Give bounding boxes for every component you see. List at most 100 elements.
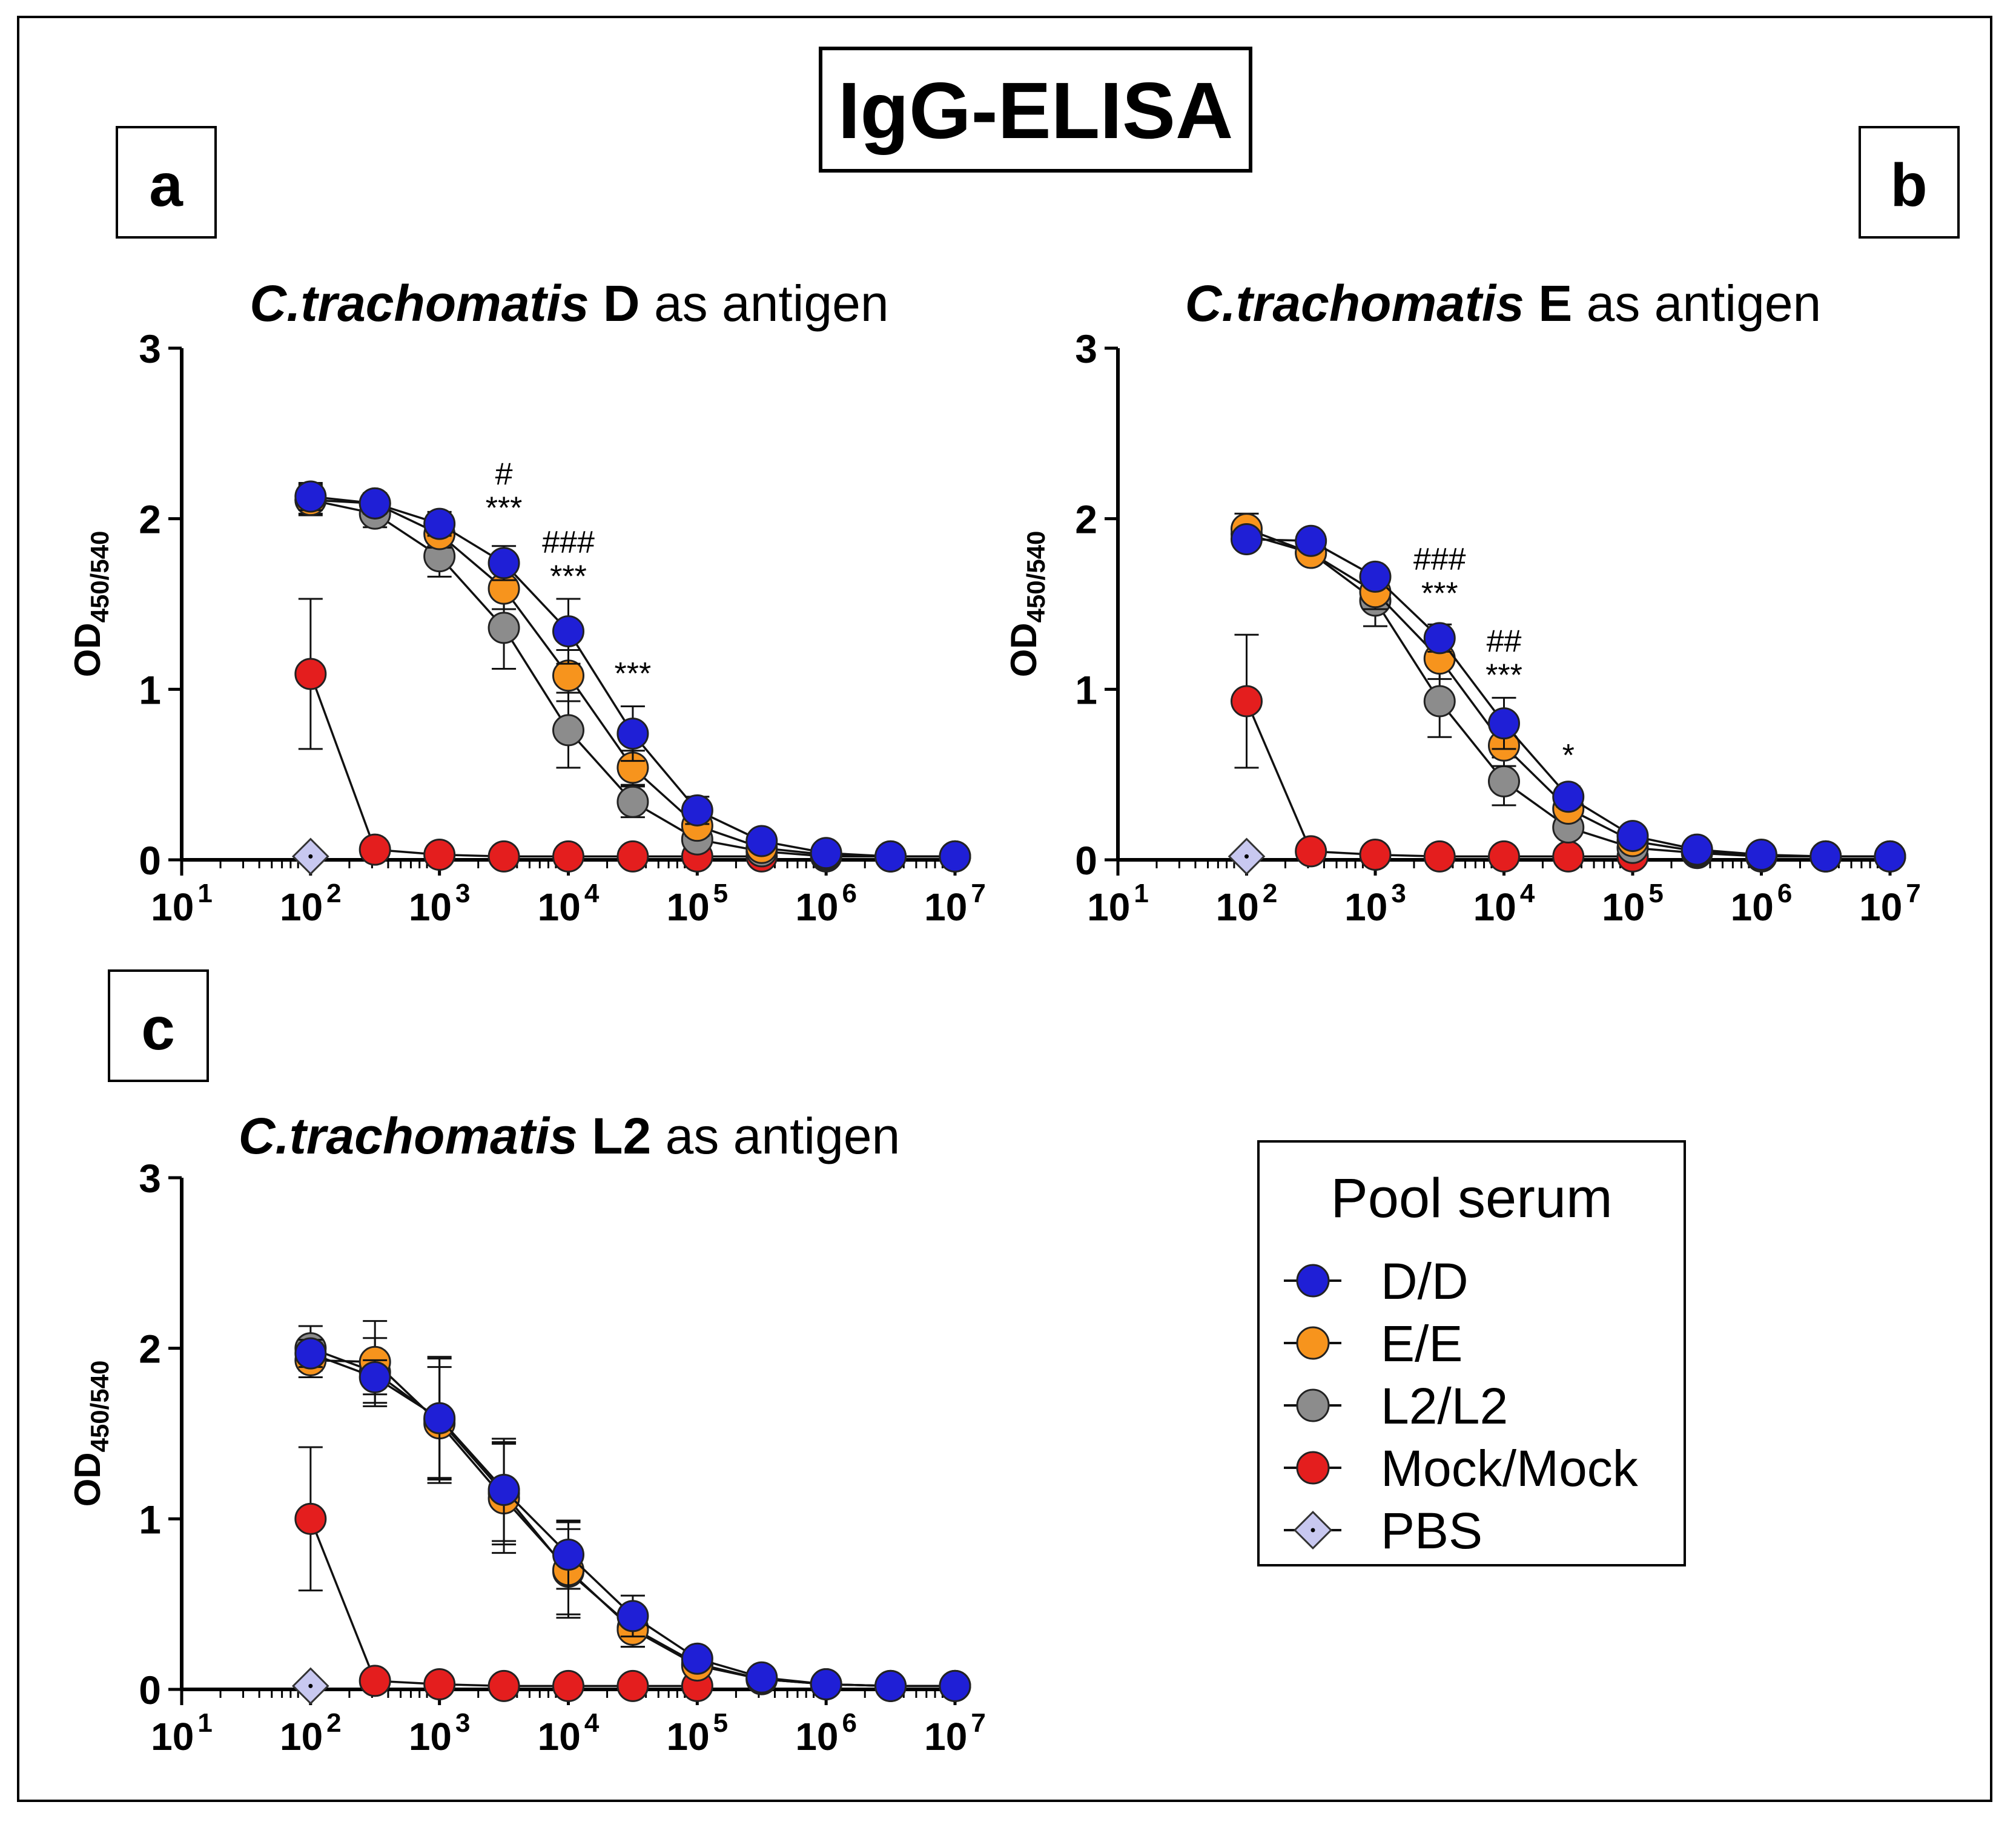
legend-entry-e-e: E/E xyxy=(1284,1315,1462,1372)
panel-c-series-mock-mock-point xyxy=(359,1665,391,1697)
legend-entry-label: E/E xyxy=(1381,1315,1462,1372)
panel-label-a: a xyxy=(116,126,217,239)
panel-c-y-tick-label: 3 xyxy=(139,1156,161,1201)
panel-b-series-mock-mock-point xyxy=(1552,840,1585,873)
legend-title: Pool serum xyxy=(1330,1167,1612,1229)
legend-box xyxy=(1257,1140,1686,1566)
panel-c-series-d-d-point xyxy=(939,1669,971,1702)
panel-b-series-l2-l2-point xyxy=(1488,765,1520,797)
panel-b-y-tick-label: 0 xyxy=(1075,838,1097,883)
panel-c-x-tick-label: 10 1 xyxy=(151,1708,213,1758)
panel-a-series-d-d-point xyxy=(616,718,649,750)
panel-b-x-tick-label: 10 1 xyxy=(1087,879,1149,929)
panel-a-x-tick-label: 10 4 xyxy=(538,879,600,929)
panel-c-series-d-d-point xyxy=(616,1600,649,1632)
panel-b-y-tick-label: 3 xyxy=(1075,326,1097,371)
panel-a-series-d-d-point xyxy=(745,825,778,857)
panel-b-significance-mark: * xyxy=(1562,738,1575,773)
panel-b-significance-mark: *** xyxy=(1421,576,1458,612)
panel-b-series-e-e xyxy=(1231,512,1906,873)
panel-c-series-mock-mock-point xyxy=(423,1668,456,1701)
panel-c-series-d-d-point xyxy=(294,1337,327,1370)
panel-label-c: c xyxy=(108,969,209,1082)
panel-c-y-tick-label: 1 xyxy=(139,1497,161,1542)
panel-b-series-d-d-point xyxy=(1681,833,1713,866)
panel-a-series-d-d-point xyxy=(294,480,327,513)
panel-b-significance-mark: *** xyxy=(1486,658,1522,693)
panel-c-y-tick-label: 2 xyxy=(139,1327,161,1371)
panel-c-series-pbs xyxy=(291,1667,329,1705)
panel-b-series-d-d-point xyxy=(1874,840,1906,873)
panel-c-series-d-d-point xyxy=(552,1538,584,1571)
panel-b-x-tick-label: 10 6 xyxy=(1731,879,1793,929)
panel-a-series-mock-mock-point xyxy=(616,840,649,873)
figure-title-text: IgG-ELISA xyxy=(838,66,1234,155)
panel-a-series-pbs-point-dot xyxy=(308,854,313,859)
panel-c-series-d-d-point xyxy=(810,1668,842,1701)
panel-b-series-mock-mock-point xyxy=(1488,840,1520,873)
panel-a-series-d-d-point xyxy=(423,507,456,540)
panel-c-x-tick-label: 10 4 xyxy=(538,1708,600,1758)
panel-c-series-d-d-point xyxy=(874,1669,907,1702)
panel-c-x-tick-label: 10 2 xyxy=(280,1708,342,1758)
panel-b-y-tick-label: 2 xyxy=(1075,497,1097,542)
panel-c-series-d-d-point xyxy=(359,1361,391,1394)
panel-title-c: C.trachomatis L2 as antigen xyxy=(239,1107,901,1164)
panel-c-y-label: OD450/540 xyxy=(67,1361,114,1507)
panel-label-b: b xyxy=(1859,126,1960,239)
panel-b-series-mock-mock-point xyxy=(1295,835,1327,868)
panel-title-b: C.trachomatis E as antigen xyxy=(1185,275,1822,332)
panel-a-significance-mark: *** xyxy=(550,559,587,594)
panel-a-series-d-d xyxy=(294,480,971,873)
panel-b-series-d-d-point xyxy=(1745,839,1777,871)
panel-a-y-label: OD450/540 xyxy=(67,531,114,678)
panel-a-x-tick-label: 10 1 xyxy=(151,879,213,929)
legend-entry-d-d: D/D xyxy=(1284,1253,1469,1310)
panel-a-y-tick-label: 0 xyxy=(139,838,161,883)
panel-a-series-mock-mock-point xyxy=(487,840,520,873)
panel-c-series-pbs-point-dot xyxy=(308,1683,313,1688)
panel-b-series-d-d-point xyxy=(1552,781,1585,813)
panel-a-series-l2-l2-point xyxy=(487,612,520,644)
panel-a-series-l2-l2-point xyxy=(616,785,649,818)
panel-b-x-tick-label: 10 4 xyxy=(1473,879,1535,929)
panel-b-x-tick-label: 10 7 xyxy=(1859,879,1921,929)
panel-a-x-tick-label: 10 3 xyxy=(409,879,471,929)
legend-entry-marker xyxy=(1296,1326,1330,1360)
panel-b-y-label: OD450/540 xyxy=(1003,531,1050,678)
panel-c-series-d-d-point xyxy=(681,1642,713,1675)
panel-b-significance-mark: ## xyxy=(1487,624,1522,659)
panel-a-series-mock-mock xyxy=(294,598,778,873)
panel-b-series-l2-l2-point xyxy=(1423,685,1456,718)
panel-b-x-tick-label: 10 5 xyxy=(1602,879,1664,929)
panel-b-series-d-d-point xyxy=(1359,560,1392,593)
panel-a-series-d-d-point xyxy=(810,837,842,870)
panel-c-series-mock-mock-point xyxy=(552,1669,584,1702)
panel-a-series-d-d-point xyxy=(681,794,713,827)
legend-entry-marker xyxy=(1296,1264,1330,1298)
panel-a-series-d-d-point xyxy=(487,547,520,579)
panel-c-y-tick-label: 0 xyxy=(139,1668,161,1712)
figure-title-box xyxy=(819,47,1252,173)
chart-panel-c: 0 1 2 3 OD450/540 10 1 10 2 10 3 10 4 10 5 10 6 10 7 xyxy=(67,1156,986,1758)
panel-a-significance-mark: ### xyxy=(542,525,595,560)
legend-entry-mock-mock: Mock/Mock xyxy=(1284,1440,1639,1497)
panel-c-series-mock-mock-point xyxy=(294,1502,327,1535)
panel-a-series-e-e-point xyxy=(552,659,584,692)
legend-entry-marker xyxy=(1296,1451,1330,1485)
panel-c-series-mock-mock-point xyxy=(616,1669,649,1702)
panel-c-x-tick-label: 10 3 xyxy=(409,1708,471,1758)
panel-a-series-mock-mock-point xyxy=(359,833,391,866)
panel-a-series-d-d-point xyxy=(874,840,907,873)
panel-letter-c: c xyxy=(141,995,175,1063)
panel-b-series-d-d-point xyxy=(1809,840,1842,873)
panel-b-series-d-d-point xyxy=(1231,523,1263,555)
legend-entry-label: Mock/Mock xyxy=(1381,1440,1639,1497)
panel-b-series-d-d-point xyxy=(1488,707,1520,740)
panel-title-a: C.trachomatis D as antigen xyxy=(250,275,888,332)
